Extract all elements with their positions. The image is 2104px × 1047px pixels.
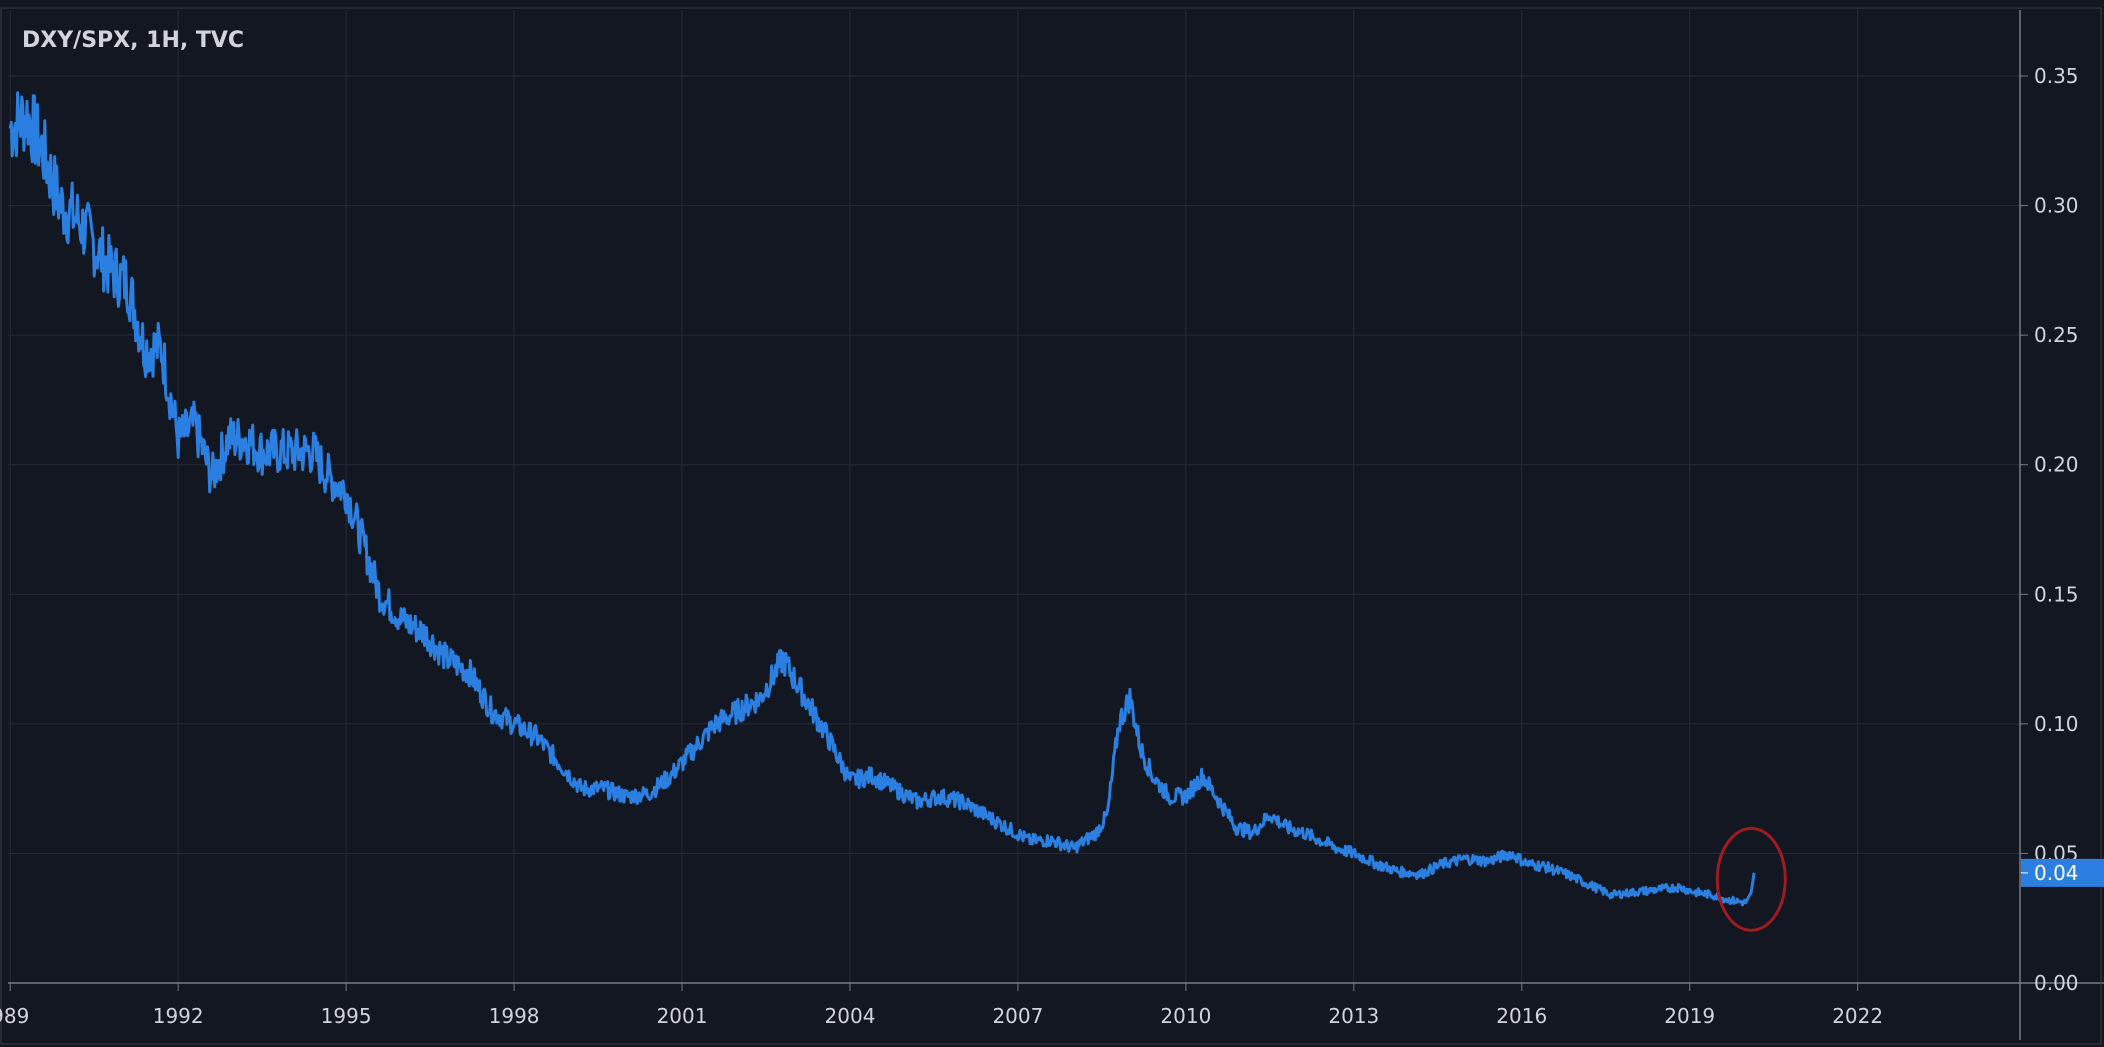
x-tick-label: 2004 [825, 1004, 876, 1028]
x-tick-label: 2016 [1496, 1004, 1547, 1028]
y-tick-label: 0.35 [2034, 64, 2079, 88]
y-tick-label: 0.10 [2034, 712, 2079, 736]
x-tick-label: 2013 [1328, 1004, 1379, 1028]
x-tick-label: 2022 [1832, 1004, 1883, 1028]
x-tick-label: 989 [0, 1004, 29, 1028]
last-value-badge [2021, 858, 2104, 887]
x-tick-label: 2007 [992, 1004, 1043, 1028]
y-tick-label: 0.15 [2034, 582, 2079, 606]
x-tick-label: 1998 [489, 1004, 540, 1028]
x-axis: 989 1992 1995 1998 2001 2004 2007 2010 2013 2016 2… [0, 983, 1883, 1028]
series-line [8, 91, 1756, 907]
y-tick-label: 0.00 [2034, 971, 2079, 995]
y-tick-label: 0.25 [2034, 323, 2079, 347]
series-layer [8, 91, 1756, 907]
x-tick-label: 2010 [1160, 1004, 1211, 1028]
x-tick-label: 1995 [321, 1004, 372, 1028]
y-axis: 0.350.300.250.200.150.100.050.00 [2020, 64, 2079, 995]
highlight-layer [1715, 826, 1787, 932]
x-tick-label: 2001 [657, 1004, 708, 1028]
chart-frame [0, 7, 2104, 1045]
chart-title: DXY/SPX, 1H, TVC [22, 28, 245, 53]
grid-layer [8, 10, 2020, 984]
outer-border [0, 7, 2102, 1045]
x-tick-label: 1992 [153, 1004, 204, 1028]
x-tick-label: 2019 [1664, 1004, 1715, 1028]
y-tick-label: 0.30 [2034, 194, 2079, 218]
highlight-circle [1715, 826, 1787, 932]
y-tick-label: 0.20 [2034, 453, 2079, 477]
last-value-layer: 0.04 [2021, 858, 2104, 887]
last-value-label: 0.04 [2034, 861, 2079, 885]
